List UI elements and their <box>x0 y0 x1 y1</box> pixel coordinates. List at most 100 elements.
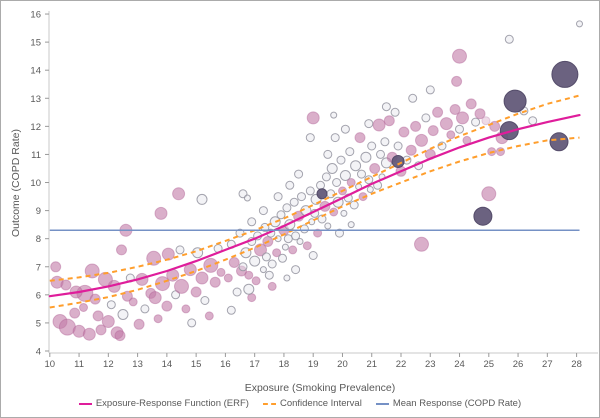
scatter-point[interactable] <box>380 137 390 147</box>
scatter-point[interactable] <box>153 314 163 324</box>
scatter-point[interactable] <box>425 85 435 95</box>
scatter-point[interactable] <box>283 234 293 244</box>
scatter-point[interactable] <box>305 186 315 196</box>
scatter-point[interactable] <box>481 186 497 202</box>
scatter-point[interactable] <box>432 106 444 118</box>
scatter-point[interactable] <box>247 217 257 227</box>
scatter-point[interactable] <box>291 231 301 241</box>
scatter-point[interactable] <box>282 203 292 213</box>
scatter-point[interactable] <box>92 310 104 322</box>
scatter-point[interactable] <box>288 245 298 255</box>
scatter-point[interactable] <box>421 113 431 123</box>
scatter-point[interactable] <box>296 238 304 245</box>
scatter-point[interactable] <box>60 279 72 291</box>
scatter-point[interactable] <box>326 189 336 199</box>
scatter-point[interactable] <box>549 132 569 152</box>
scatter-point[interactable] <box>528 116 538 126</box>
scatter-point[interactable] <box>181 304 191 314</box>
scatter-point[interactable] <box>439 117 453 131</box>
scatter-point[interactable] <box>383 115 395 127</box>
scatter-point[interactable] <box>117 309 129 320</box>
scatter-point[interactable] <box>175 245 185 255</box>
scatter-point[interactable] <box>364 119 374 129</box>
scatter-point[interactable] <box>302 241 312 251</box>
scatter-point[interactable] <box>289 197 299 207</box>
scatter-point[interactable] <box>446 130 456 140</box>
scatter-point[interactable] <box>190 286 202 298</box>
scatter-point[interactable] <box>171 290 181 300</box>
scatter-point[interactable] <box>340 124 350 134</box>
scatter-point[interactable] <box>451 75 463 87</box>
scatter-point[interactable] <box>79 303 88 312</box>
scatter-point[interactable] <box>116 244 127 256</box>
scatter-point[interactable] <box>330 133 340 143</box>
scatter-point[interactable] <box>316 180 325 190</box>
scatter-point[interactable] <box>269 216 281 228</box>
scatter-point[interactable] <box>308 251 318 260</box>
scatter-point[interactable] <box>316 188 328 200</box>
scatter-point[interactable] <box>232 287 242 297</box>
scatter-point[interactable] <box>291 265 301 275</box>
scatter-point[interactable] <box>354 132 366 144</box>
scatter-point[interactable] <box>267 259 277 269</box>
scatter-point[interactable] <box>335 228 344 238</box>
scatter-point[interactable] <box>251 276 261 286</box>
scatter-point[interactable] <box>305 133 315 143</box>
scatter-point[interactable] <box>350 160 362 172</box>
scatter-point[interactable] <box>474 108 486 120</box>
scatter-point[interactable] <box>200 296 210 305</box>
scatter-point[interactable] <box>415 133 428 147</box>
scatter-point[interactable] <box>97 271 113 287</box>
scatter-point[interactable] <box>360 151 372 163</box>
scatter-point[interactable] <box>372 118 386 132</box>
scatter-point[interactable] <box>357 169 366 179</box>
scatter-point[interactable] <box>261 252 271 262</box>
scatter-point[interactable] <box>216 267 226 277</box>
scatter-point[interactable] <box>264 270 274 280</box>
scatter-point[interactable] <box>249 255 261 267</box>
scatter-point[interactable] <box>285 180 295 190</box>
scatter-point[interactable] <box>391 155 405 168</box>
scatter-point[interactable] <box>272 248 282 258</box>
scatter-point[interactable] <box>456 111 469 125</box>
scatter-point[interactable] <box>267 281 277 291</box>
scatter-point[interactable] <box>297 192 306 202</box>
scatter-point[interactable] <box>393 141 403 151</box>
scatter-point[interactable] <box>281 243 289 251</box>
scatter-point[interactable] <box>238 262 248 272</box>
scatter-point[interactable] <box>332 178 342 187</box>
scatter-point[interactable] <box>347 221 355 229</box>
scatter-point[interactable] <box>294 169 304 179</box>
scatter-point[interactable] <box>390 107 400 117</box>
scatter-point[interactable] <box>133 318 145 330</box>
scatter-point[interactable] <box>209 276 221 288</box>
scatter-point[interactable] <box>367 141 377 151</box>
scatter-point[interactable] <box>148 291 162 305</box>
scatter-point[interactable] <box>161 300 173 312</box>
scatter-point[interactable] <box>228 257 240 268</box>
scatter-point[interactable] <box>172 187 186 201</box>
scatter-point[interactable] <box>195 271 209 285</box>
scatter-point[interactable] <box>140 304 150 314</box>
scatter-point[interactable] <box>323 149 333 159</box>
scatter-point[interactable] <box>187 318 197 328</box>
scatter-point[interactable] <box>154 206 168 220</box>
scatter-point[interactable] <box>196 193 208 205</box>
scatter-point[interactable] <box>106 300 116 310</box>
scatter-point[interactable] <box>398 126 410 138</box>
scatter-point[interactable] <box>244 270 254 280</box>
scatter-point[interactable] <box>313 228 323 238</box>
scatter-point[interactable] <box>321 172 331 182</box>
scatter-point[interactable] <box>504 34 514 44</box>
scatter-point[interactable] <box>381 102 391 112</box>
scatter-point[interactable] <box>349 200 359 210</box>
scatter-point[interactable] <box>283 274 291 282</box>
scatter-point[interactable] <box>481 116 491 126</box>
scatter-point[interactable] <box>369 163 381 174</box>
scatter-point[interactable] <box>452 48 467 64</box>
scatter-point[interactable] <box>496 147 505 157</box>
scatter-point[interactable] <box>427 125 439 137</box>
scatter-point[interactable] <box>204 311 214 321</box>
scatter-point[interactable] <box>455 124 464 134</box>
scatter-point[interactable] <box>336 155 346 165</box>
